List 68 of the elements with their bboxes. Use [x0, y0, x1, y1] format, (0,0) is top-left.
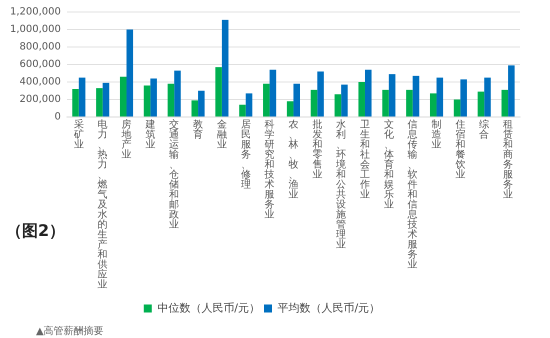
bar [293, 84, 300, 116]
bar [286, 101, 294, 116]
category-label: 交通运输、仓储和邮政业 [169, 120, 180, 231]
category-label: 信息传输、软件和信息技术服务业 [408, 120, 418, 271]
bar [246, 93, 252, 116]
bar [126, 30, 134, 116]
bar [317, 72, 324, 116]
category-label: 科学研究和技术服务业 [264, 120, 275, 221]
bar [502, 90, 508, 116]
bar [270, 70, 276, 116]
x-tick-label: 教育 [193, 120, 204, 141]
y-tick-label: 600,000 [20, 59, 61, 70]
legend-label: 平均数（人民币/元） [278, 301, 380, 314]
bar [222, 20, 228, 116]
bar [310, 90, 318, 116]
bar [382, 90, 389, 116]
bar [102, 82, 110, 116]
bar [239, 104, 246, 116]
bar [358, 82, 365, 116]
category-label: 水利、环境和公共设施管理业 [336, 120, 346, 251]
text: （图2） [6, 221, 66, 240]
category-label: 文化、体育和娱乐业 [384, 120, 394, 211]
x-tick-label: 农、林、牧、渔业 [287, 120, 298, 201]
bar [406, 90, 413, 116]
x-tick-label: 卫生和社会工作业 [358, 120, 370, 201]
y-tick-label: 0 [54, 112, 61, 123]
bar [430, 93, 437, 116]
y-tick-label: 400,000 [20, 76, 61, 88]
y-tick-label: 1,000,000 [10, 24, 61, 36]
bar [412, 76, 420, 116]
bar [144, 86, 150, 116]
bar [120, 76, 127, 116]
bar [388, 74, 396, 116]
x-tick-label: 制造业 [432, 118, 442, 151]
text: ▲高管薪酬摘要 [36, 324, 104, 338]
legend-label: 中位数（人民币/元） [157, 301, 260, 314]
x-tick-label: 建筑业 [144, 118, 156, 151]
bar [436, 78, 444, 116]
x-tick-label: 房地产业 [120, 118, 132, 161]
x-tick-label: 居民服务、修理 [240, 120, 251, 191]
bar [263, 84, 270, 116]
category-label: 电力、热力、燃气及水的生产和供应业 [98, 120, 108, 291]
bar [478, 92, 484, 116]
bar [454, 100, 460, 116]
bar [96, 88, 103, 116]
bar [168, 84, 174, 116]
y-tick-label: 200,000 [20, 94, 61, 106]
x-tick-label: 金融业 [216, 118, 227, 151]
bar [192, 100, 198, 116]
x-tick-label: 批发和零售业 [312, 118, 322, 181]
x-tick-label: 住宿和餐饮业 [454, 120, 466, 181]
bar [215, 67, 222, 116]
bar [72, 89, 79, 116]
x-tick-label: 综合 [479, 118, 490, 141]
bar [341, 84, 348, 116]
bar [364, 70, 372, 116]
bar [78, 78, 86, 116]
x-tick-label: 采矿业 [72, 118, 84, 151]
bar [484, 78, 491, 116]
x-tick-label: 租赁和商务服务业 [503, 120, 514, 201]
bar [460, 79, 467, 116]
bar [150, 78, 157, 116]
bar [508, 65, 515, 116]
bar [174, 70, 181, 116]
bar [198, 90, 205, 116]
y-tick-label: 1,200,000 [10, 6, 61, 18]
bar [334, 94, 342, 116]
y-tick-label: 800,000 [20, 42, 61, 53]
